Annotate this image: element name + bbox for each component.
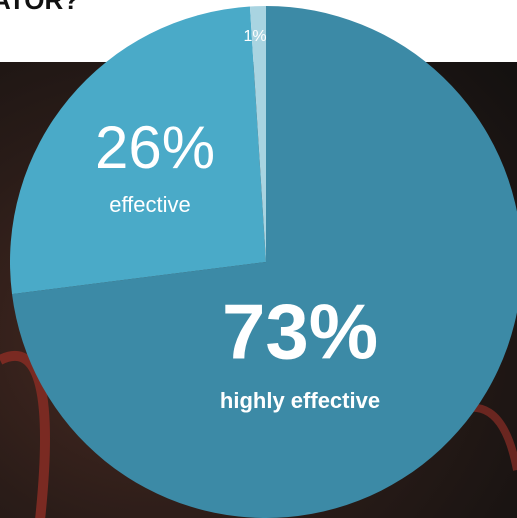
chart-title: ATOR?: [0, 0, 79, 15]
pie-slice: [12, 6, 517, 518]
category-label: effective: [109, 192, 191, 217]
pie-slice: [9, 6, 266, 295]
photo-detail: [0, 350, 50, 518]
category-label: highly effective: [220, 388, 380, 413]
pie-slice: [249, 6, 266, 262]
value-label: 26%: [95, 114, 215, 181]
value-label: 73%: [222, 288, 378, 376]
value-label: 1%: [243, 28, 266, 45]
